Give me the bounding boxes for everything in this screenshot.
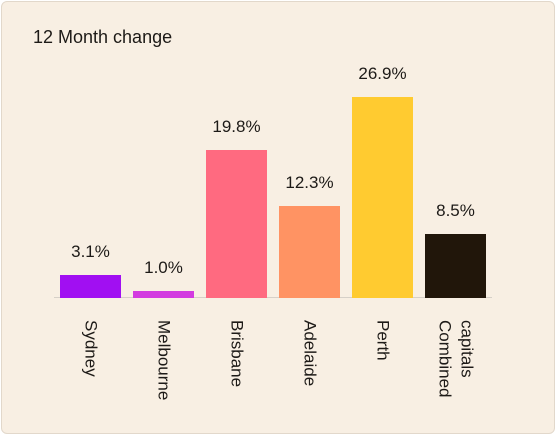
bar [425, 234, 486, 298]
value-label: 12.3% [285, 173, 334, 193]
value-label: 1.0% [144, 257, 183, 277]
bar [206, 150, 267, 298]
baseline [54, 297, 492, 298]
value-label: 3.1% [71, 241, 110, 261]
chart-title: 12 Month change [33, 27, 173, 47]
value-label: 26.9% [358, 64, 407, 83]
bar [279, 206, 340, 298]
x-tick-label: Melbourne [154, 320, 174, 401]
x-tick-label: Adelaide [300, 320, 320, 387]
value-label: 19.8% [212, 117, 261, 137]
value-label: 8.5% [436, 201, 475, 221]
x-tick-label: Combined capitals [435, 320, 477, 398]
x-tick-label: Perth [373, 320, 393, 361]
bar [60, 274, 121, 298]
bar [352, 97, 413, 298]
x-tick-label: Brisbane [227, 320, 247, 388]
bar [133, 290, 194, 298]
x-tick-label: Sydney [81, 320, 101, 377]
